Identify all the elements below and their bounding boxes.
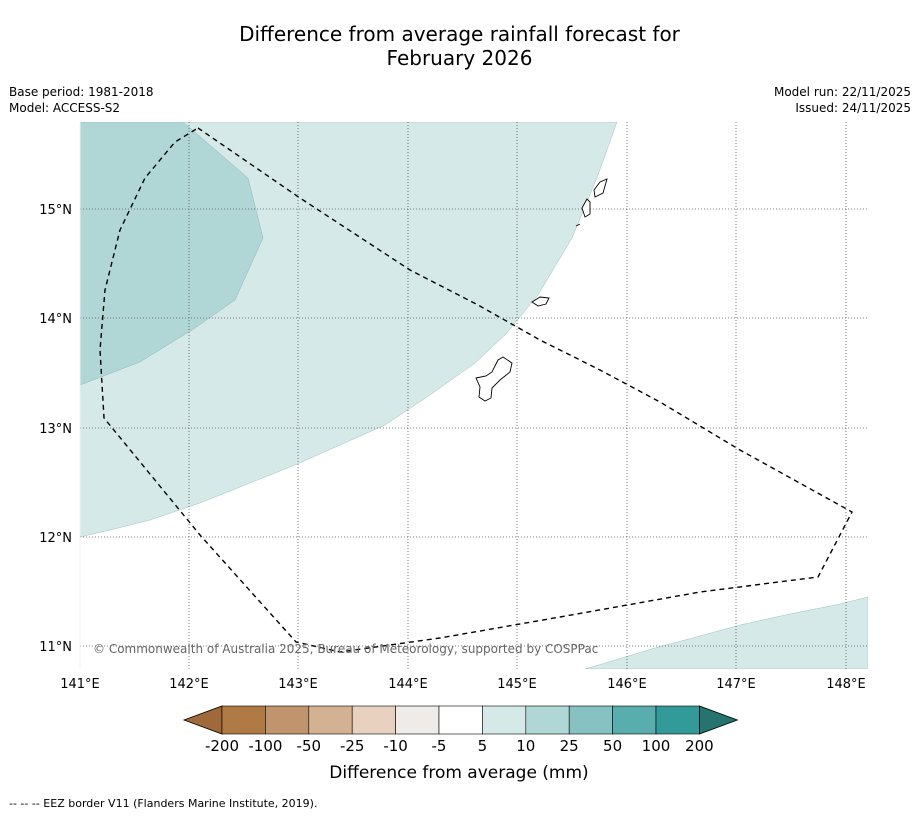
colorbar-tick-label: -100 [248,737,282,755]
lon-label-146: 146°E [607,677,647,692]
lon-label-148: 148°E [826,677,866,692]
island-tinian [581,198,591,218]
lat-label-11: 11°N [39,640,72,655]
model-name: Model: ACCESS-S2 [9,101,121,115]
longitude-labels: 141°E 142°E 143°E 144°E 145°E 146°E 147°… [60,677,866,692]
anomaly-region-10-25 [80,122,264,386]
colorbar-swatch [568,705,613,735]
colorbar-tick-label: -10 [383,737,408,755]
colorbar-tick-label: 25 [560,737,579,755]
colorbar-extend-low [182,705,223,735]
lon-label-141: 141°E [60,677,100,692]
colorbar-swatch [265,705,310,735]
title-line-2: February 2026 [386,46,533,70]
islands [475,178,608,402]
colorbar-swatch [395,705,440,735]
colorbar-swatch [655,705,700,735]
colorbar-tick-label: -200 [205,737,239,755]
lat-label-13: 13°N [39,422,72,437]
colorbar-tick-label: -50 [297,737,322,755]
colorbar-tick-label: 50 [603,737,622,755]
island-aguijan [575,223,581,227]
lat-label-12: 12°N [39,531,72,546]
map-title: Difference from average rainfall forecas… [0,22,919,70]
colorbar-tick-label: 200 [685,737,714,755]
latitude-gridlines [80,208,868,647]
lat-label-15: 15°N [39,203,72,218]
issued-date: Issued: 24/11/2025 [795,101,911,115]
lon-label-142: 142°E [169,677,209,692]
lon-label-145: 145°E [497,677,537,692]
colorbar-tick-label: 100 [642,737,671,755]
island-guam [475,356,513,402]
colorbar-tick-label: 5 [478,737,488,755]
title-line-1: Difference from average rainfall forecas… [239,22,680,46]
eez-footnote: -- -- -- EEZ border V11 (Flanders Marine… [9,797,318,810]
island-rota [531,296,550,307]
model-run: Model run: 22/11/2025 [773,85,911,99]
colorbar-swatch [308,705,353,735]
lon-label-144: 144°E [388,677,428,692]
colorbar-swatch [612,705,657,735]
run-info: Model run: 22/11/2025 Issued: 24/11/2025 [774,84,911,116]
eez-border [99,127,853,653]
colorbar-swatch [482,705,527,735]
colorbar-extend-high [699,705,739,735]
model-info: Base period: 1981-2018 Model: ACCESS-S2 [9,84,154,116]
colorbar-tick-label: 10 [516,737,535,755]
colorbar-tick-label: -5 [432,737,447,755]
colorbar-legend: -200 -100 -50 -25 -10 -5 5 10 25 50 100 200 [182,705,739,755]
colorbar-tick-label: -25 [340,737,365,755]
colorbar-swatch [351,705,396,735]
lat-label-14: 14°N [39,312,72,327]
base-period: Base period: 1981-2018 [9,85,154,99]
anomaly-region-5-10-southeast [584,596,868,669]
map-panel [80,122,868,669]
island-saipan [593,178,608,198]
colorbar-title: Difference from average (mm) [329,763,588,783]
longitude-gridlines [188,122,847,669]
lon-label-147: 147°E [716,677,756,692]
colorbar-swatch [221,705,266,735]
latitude-labels: 15°N 14°N 13°N 12°N 11°N [39,203,72,655]
copyright-notice: © Commonwealth of Australia 2025, Bureau… [93,642,598,656]
lon-label-143: 143°E [278,677,318,692]
colorbar-swatch [438,705,483,735]
colorbar-swatch [525,705,570,735]
